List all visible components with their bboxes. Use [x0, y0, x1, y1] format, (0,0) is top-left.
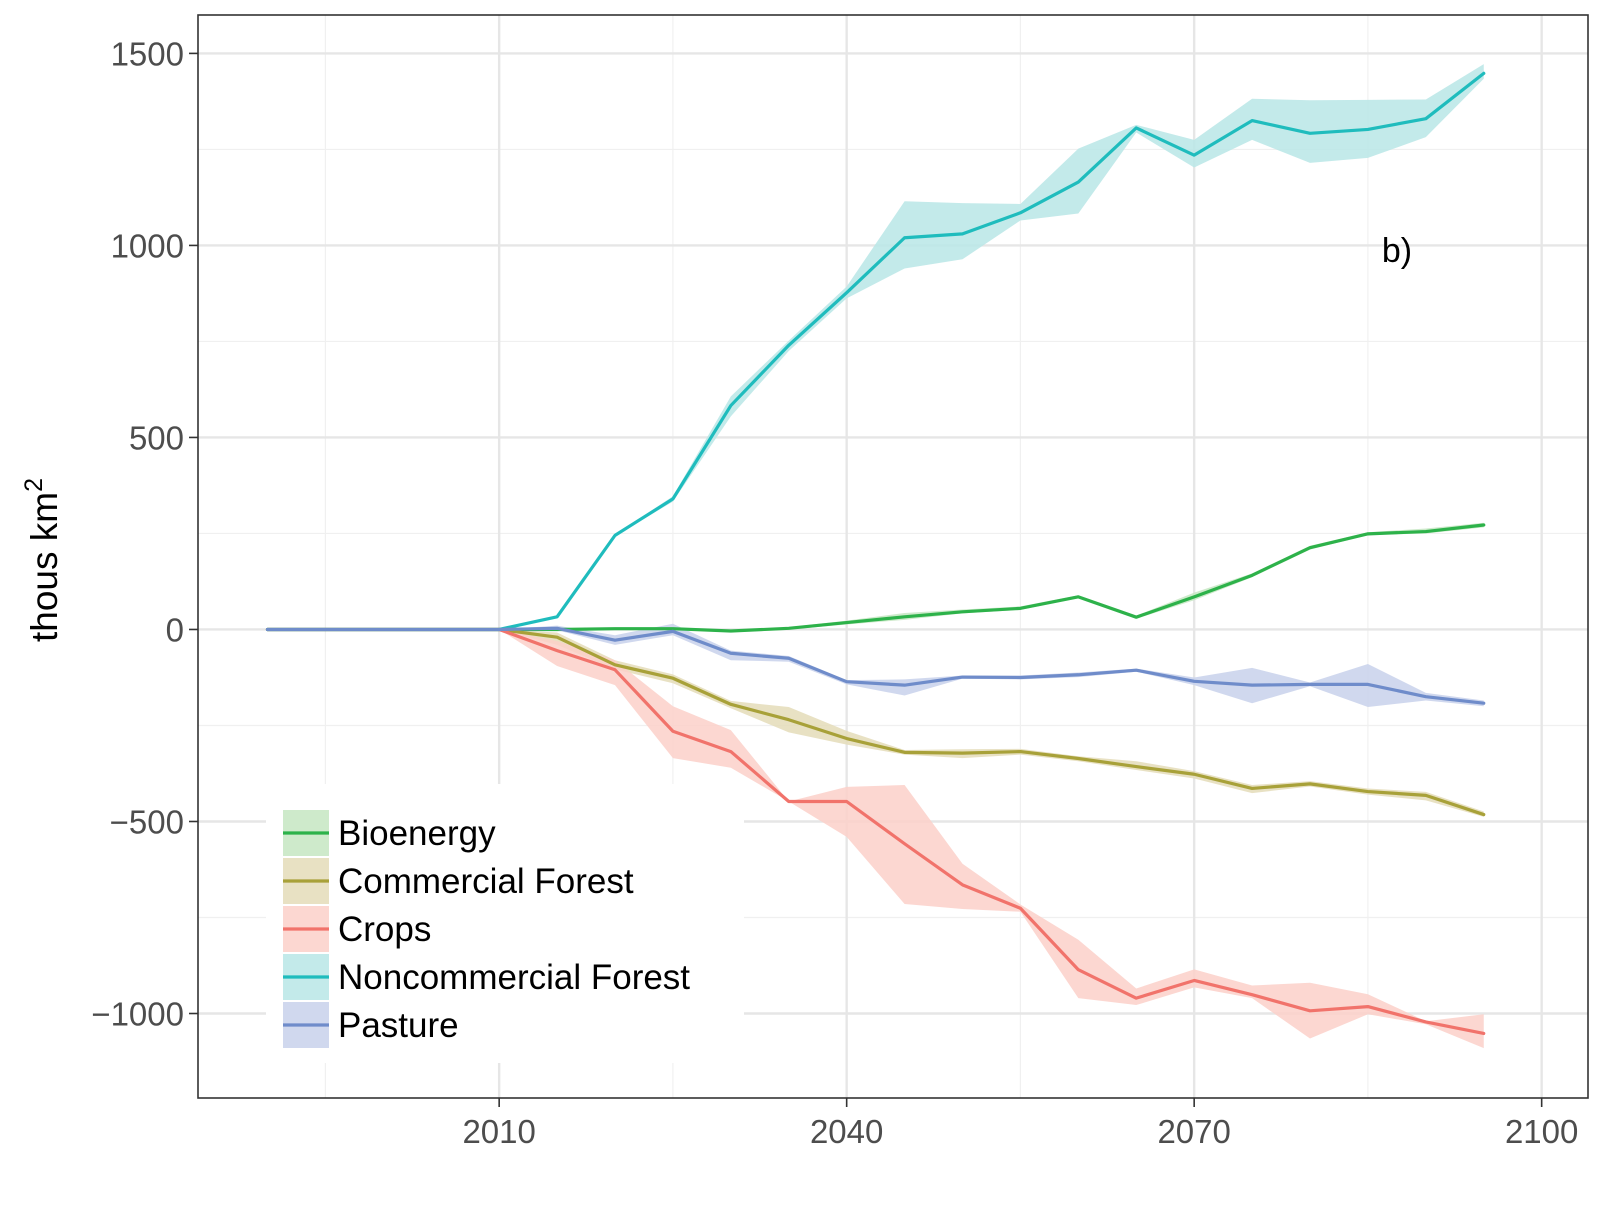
svg-text:thous km2: thous km2 [20, 478, 65, 642]
legend-label: Commercial Forest [338, 862, 634, 901]
legend-label: Pasture [338, 1006, 459, 1045]
legend: Bioenergy Commercial Forest Crops Noncommer… [266, 784, 744, 1063]
y-tick-label: 1000 [111, 227, 184, 264]
x-tick-label: 2100 [1505, 1113, 1578, 1150]
x-tick-label: 2070 [1157, 1113, 1230, 1150]
x-axis: 2010 2040 2070 2100 [462, 1098, 1578, 1150]
y-axis: 1500 1000 500 0 −500 −1000 [91, 35, 198, 1033]
x-tick-label: 2040 [810, 1113, 883, 1150]
legend-item-3: Noncommercial Forest [283, 954, 690, 1000]
series-band-4 [267, 623, 1484, 708]
legend-item-2: Crops [283, 906, 431, 952]
legend-item-4: Pasture [283, 1002, 459, 1048]
y-tick-label: −1000 [91, 996, 184, 1033]
series-band-1 [267, 629, 1484, 817]
series-band-0 [267, 522, 1484, 633]
x-tick-label: 2010 [462, 1113, 535, 1150]
legend-item-0: Bioenergy [283, 810, 496, 856]
y-tick-label: 1500 [111, 35, 184, 72]
series-lines [265, 71, 1486, 1036]
series-line-3 [265, 71, 1486, 632]
legend-item-1: Commercial Forest [283, 858, 634, 904]
uncertainty-bands [267, 64, 1484, 1049]
y-tick-label: 0 [166, 611, 184, 648]
y-tick-label: 500 [129, 419, 184, 456]
y-axis-title: thous km2 [20, 478, 65, 642]
legend-label: Crops [338, 910, 431, 949]
plot-panel-border [197, 14, 1589, 1099]
legend-label: Noncommercial Forest [338, 958, 690, 997]
series-line-0 [265, 523, 1486, 633]
legend-background [266, 784, 744, 1063]
panel-label: b) [1382, 232, 1412, 270]
y-tick-label: −500 [110, 803, 184, 840]
y-axis-title-text: thous km [24, 492, 65, 642]
series-line-4 [265, 626, 1486, 705]
series-band-3 [267, 64, 1484, 630]
series-line-1 [265, 627, 1486, 817]
series-band-2 [267, 629, 1484, 1049]
series-line-2 [265, 627, 1486, 1036]
y-axis-title-superscript: 2 [20, 478, 48, 492]
legend-label: Bioenergy [338, 814, 496, 853]
